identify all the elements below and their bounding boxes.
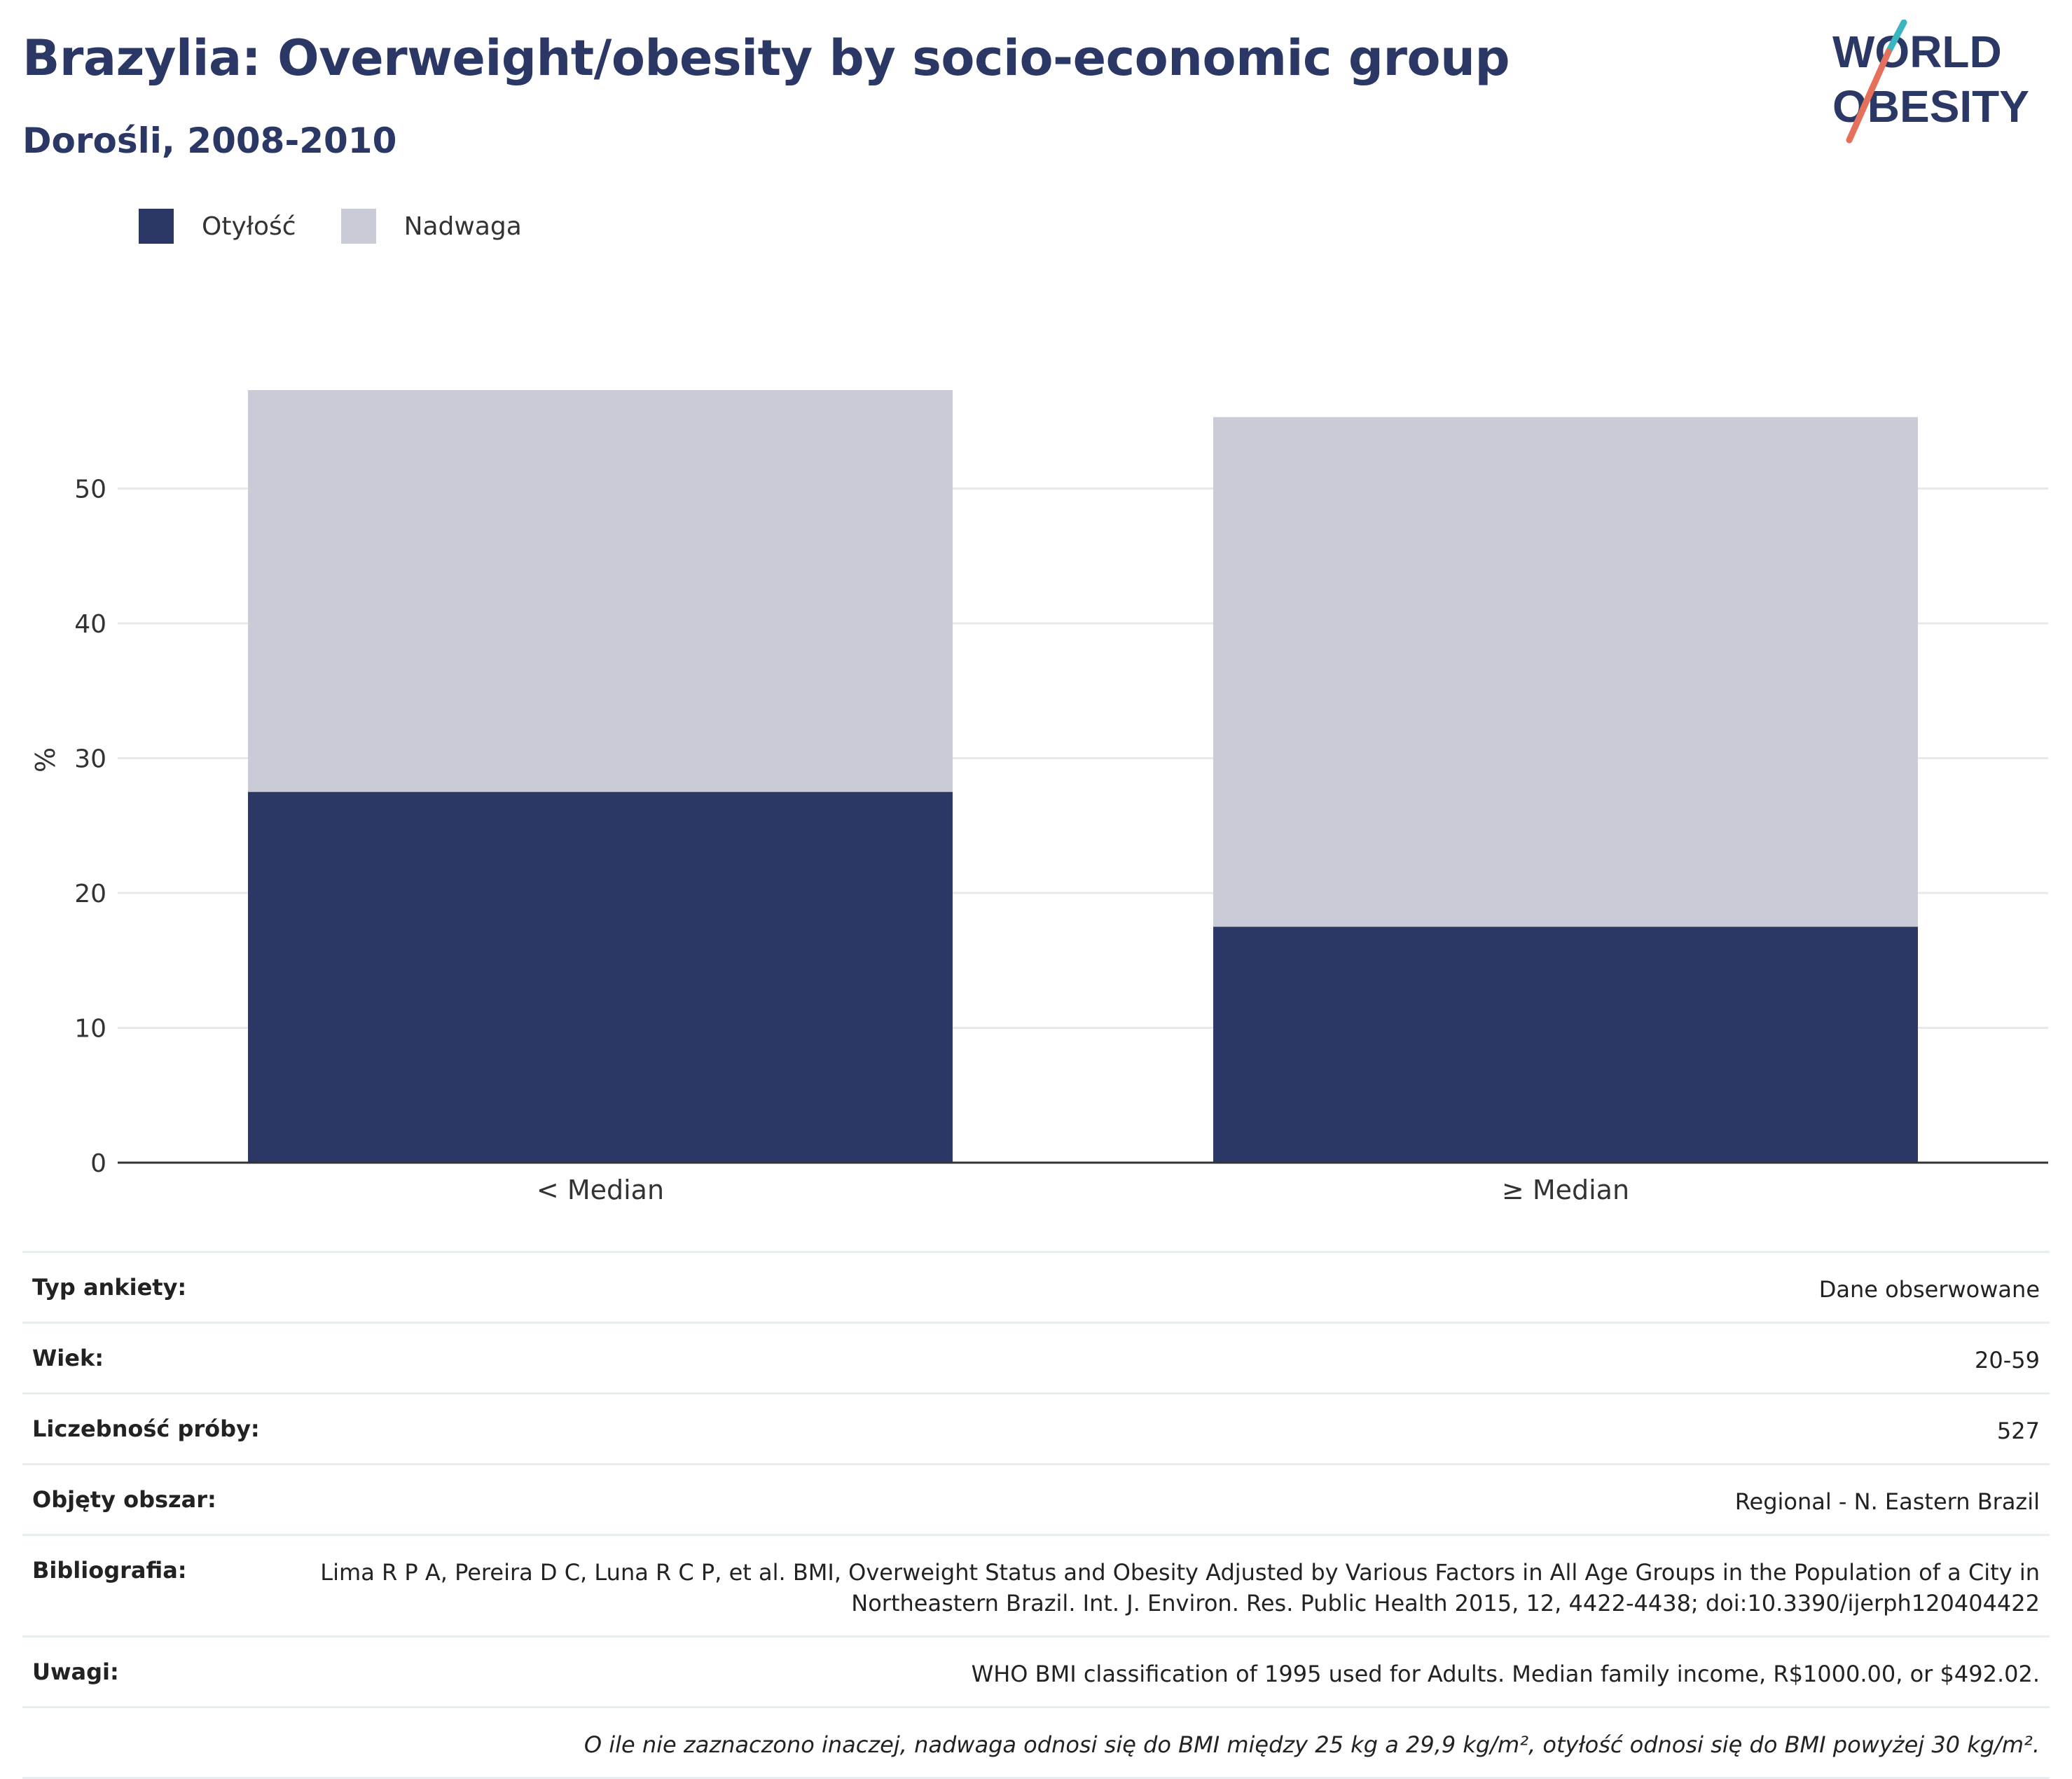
- x-tick-label: < Median: [537, 1175, 664, 1205]
- logo-slash-coral: [1846, 48, 1892, 144]
- info-value: Regional - N. Eastern Brazil: [1734, 1488, 2040, 1515]
- y-tick-label: 0: [90, 1149, 106, 1178]
- info-row-notes: Uwagi: WHO BMI classification of 1995 us…: [22, 1635, 2050, 1706]
- y-tick-label: 40: [74, 610, 106, 639]
- bar-segment-overweight[interactable]: [248, 389, 953, 792]
- bar-segment-obesity[interactable]: [1213, 927, 1918, 1163]
- info-row-age: Wiek: 20-59: [22, 1322, 2050, 1392]
- y-tick-label: 10: [74, 1015, 106, 1044]
- info-label: Liczebność próby:: [32, 1415, 260, 1442]
- y-tick-label: 30: [74, 745, 106, 774]
- info-label: Objęty obszar:: [32, 1486, 216, 1513]
- info-row-survey-type: Typ ankiety: Dane obserwowane: [22, 1251, 2050, 1322]
- legend-item-overweight[interactable]: Nadwaga: [340, 209, 522, 244]
- info-row-area: Objęty obszar: Regional - N. Eastern Bra…: [22, 1463, 2050, 1534]
- info-label: Uwagi:: [32, 1659, 119, 1685]
- stacked-bar-chart: 0 10 20 30 40 50 < Median ≥ Median %: [30, 389, 2048, 1205]
- info-row-footnote: O ile nie zaznaczono inaczej, nadwaga od…: [22, 1706, 2050, 1777]
- bar-segment-overweight[interactable]: [1213, 417, 1918, 927]
- y-tick-label: 20: [74, 880, 106, 908]
- info-value: Dane obserwowane: [1818, 1276, 2040, 1303]
- info-value: 527: [1996, 1418, 2040, 1444]
- legend-label-overweight: Nadwaga: [403, 212, 522, 241]
- info-label: Typ ankiety:: [32, 1274, 187, 1301]
- y-tick-label: 50: [74, 476, 106, 504]
- info-value: 20-59: [1975, 1347, 2040, 1373]
- bar-segment-obesity[interactable]: [248, 791, 953, 1163]
- bars: [248, 389, 1918, 1163]
- info-row-bibliography: Bibliografia: Lima R P A, Pereira D C, L…: [22, 1534, 2050, 1635]
- footnote: O ile nie zaznaczono inaczej, nadwaga od…: [583, 1731, 2040, 1758]
- info-value: Lima R P A, Pereira D C, Luna R C P, et …: [320, 1559, 2040, 1617]
- info-value: WHO BMI classification of 1995 used for …: [971, 1661, 2040, 1687]
- world-obesity-logo: WORLD OBESITY: [1832, 20, 2029, 144]
- legend-item-obesity[interactable]: Otyłość: [139, 209, 296, 244]
- info-row-sample-size: Liczebność próby: 527: [22, 1392, 2050, 1463]
- legend-swatch-overweight: [340, 209, 376, 244]
- legend-label-obesity: Otyłość: [202, 212, 296, 241]
- y-axis-label: %: [30, 747, 61, 773]
- logo-slash-teal: [1885, 20, 1907, 55]
- chart-title: Brazylia: Overweight/obesity by socio-ec…: [22, 29, 1510, 87]
- legend-swatch-obesity: [139, 209, 174, 244]
- info-table: Typ ankiety: Dane obserwowane Wiek: 20-5…: [22, 1251, 2050, 1779]
- chart-subtitle: Dorośli, 2008-2010: [22, 120, 397, 161]
- axes: 0 10 20 30 40 50 < Median ≥ Median: [74, 476, 2048, 1205]
- chart-legend: Otyłość Nadwaga: [139, 209, 567, 244]
- info-label: Bibliografia:: [32, 1557, 187, 1584]
- info-label: Wiek:: [32, 1345, 104, 1371]
- x-tick-label: ≥ Median: [1502, 1175, 1629, 1205]
- logo-line-1: WORLD: [1832, 27, 2002, 77]
